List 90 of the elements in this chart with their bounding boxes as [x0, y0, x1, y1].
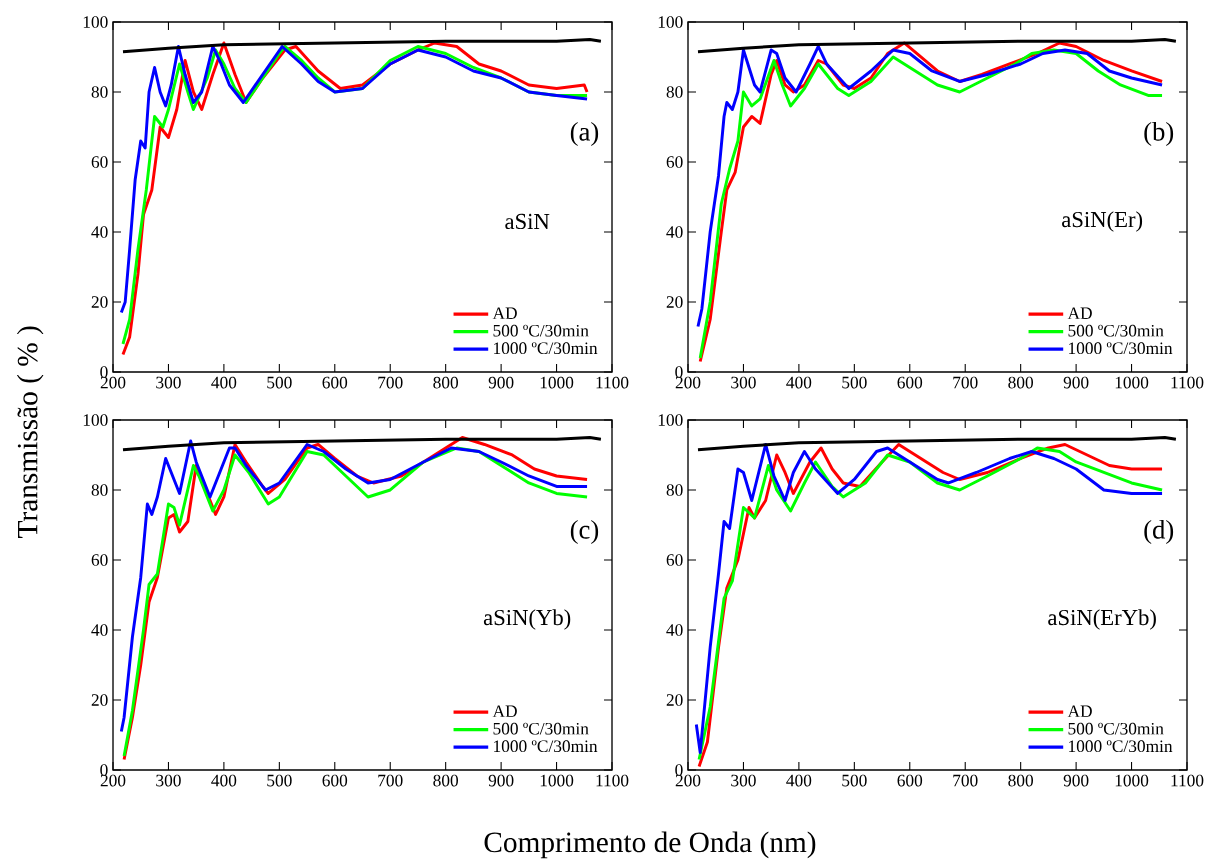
x-tick-label: 1000	[1115, 376, 1149, 389]
legend-label: 1000 ºC/30min	[494, 342, 598, 355]
x-tick-label: 500	[842, 774, 867, 787]
annotation: (a)	[570, 121, 599, 147]
x-tick-label: 800	[433, 376, 459, 389]
legend-label: AD	[1067, 705, 1092, 717]
line-series	[121, 38, 603, 54]
x-tick-label: 400	[211, 774, 237, 787]
x-tick-label: 200	[100, 376, 126, 389]
x-tick-label: 600	[322, 774, 348, 787]
x-tick-label: 900	[1063, 774, 1089, 787]
annotation: (c)	[570, 519, 599, 545]
x-tick-label: 800	[1008, 774, 1034, 787]
annotation: (d)	[1144, 519, 1174, 545]
y-tick-label: 40	[666, 226, 683, 238]
x-tick-label: 900	[488, 376, 514, 389]
y-tick-label: 60	[91, 554, 108, 566]
legend-label: 500 ºC/30min	[1068, 324, 1164, 337]
line-series	[121, 436, 603, 452]
x-tick-label: 900	[1063, 376, 1089, 389]
y-tick-label: 80	[91, 86, 108, 98]
y-tick-label: 0	[100, 366, 108, 378]
legend-label: 500 ºC/30min	[493, 722, 589, 735]
x-tick-label: 500	[267, 376, 292, 389]
legend-label: AD	[492, 705, 517, 717]
x-tick-label: 1000	[1115, 774, 1149, 787]
x-tick-label: 500	[267, 774, 292, 787]
y-tick-label: 0	[100, 764, 108, 776]
y-tick-label: 60	[666, 156, 683, 168]
x-tick-label: 700	[378, 376, 403, 389]
line-series	[696, 38, 1178, 54]
x-tick-label: 1100	[1171, 376, 1204, 389]
y-tick-label: 20	[666, 694, 683, 706]
x-tick-label: 400	[211, 376, 237, 389]
x-tick-label: 600	[897, 376, 923, 389]
y-tick-label: 80	[666, 484, 683, 496]
x-tick-label: 300	[731, 376, 756, 389]
annotation: (b)	[1144, 121, 1174, 147]
y-tick-label: 100	[83, 16, 108, 28]
y-tick-label: 40	[91, 226, 108, 238]
x-tick-label: 700	[953, 774, 978, 787]
x-tick-label: 1100	[596, 774, 629, 787]
line-series	[696, 436, 1178, 452]
x-axis-title: Comprimento de Onda (nm)	[484, 831, 816, 859]
annotation: aSiN	[505, 213, 550, 230]
x-tick-label: 200	[675, 376, 701, 389]
legend-label: 1000 ºC/30min	[1069, 740, 1173, 753]
y-tick-label: 20	[91, 296, 108, 308]
legend-label: 500 ºC/30min	[1068, 722, 1164, 735]
y-tick-label: 80	[91, 484, 108, 496]
x-tick-label: 400	[786, 376, 812, 389]
x-tick-label: 800	[433, 774, 459, 787]
annotation: aSiN(ErYb)	[1048, 609, 1156, 630]
x-tick-label: 200	[675, 774, 701, 787]
x-tick-label: 600	[897, 774, 923, 787]
x-tick-label: 500	[842, 376, 867, 389]
y-tick-label: 60	[666, 554, 683, 566]
legend-label: 1000 ºC/30min	[494, 740, 598, 753]
x-tick-label: 700	[378, 774, 403, 787]
legend-label: AD	[1067, 307, 1092, 319]
x-tick-label: 900	[488, 774, 514, 787]
x-tick-label: 300	[156, 376, 181, 389]
x-tick-label: 300	[156, 774, 181, 787]
y-tick-label: 60	[91, 156, 108, 168]
y-tick-label: 0	[675, 366, 683, 378]
annotation: aSiN(Yb)	[483, 609, 571, 630]
y-tick-label: 100	[83, 414, 108, 426]
annotation: aSiN(Er)	[1062, 211, 1143, 232]
y-tick-label: 0	[675, 764, 683, 776]
x-tick-label: 400	[786, 774, 812, 787]
y-tick-label: 40	[666, 624, 683, 636]
legend-label: AD	[492, 307, 517, 319]
y-tick-label: 20	[91, 694, 108, 706]
x-tick-label: 800	[1008, 376, 1034, 389]
x-tick-label: 1000	[540, 376, 574, 389]
x-tick-label: 300	[731, 774, 756, 787]
x-tick-label: 1000	[540, 774, 574, 787]
legend-label: 1000 ºC/30min	[1069, 342, 1173, 355]
y-axis-title: Transmissão ( % )	[16, 326, 44, 538]
y-tick-label: 80	[666, 86, 683, 98]
y-tick-label: 40	[91, 624, 108, 636]
y-tick-label: 100	[658, 414, 683, 426]
x-tick-label: 1100	[1171, 774, 1204, 787]
x-tick-label: 1100	[596, 376, 629, 389]
legend-label: 500 ºC/30min	[493, 324, 589, 337]
x-tick-label: 200	[100, 774, 126, 787]
y-tick-label: 100	[658, 16, 683, 28]
x-tick-label: 700	[953, 376, 978, 389]
y-tick-label: 20	[666, 296, 683, 308]
x-tick-label: 600	[322, 376, 348, 389]
